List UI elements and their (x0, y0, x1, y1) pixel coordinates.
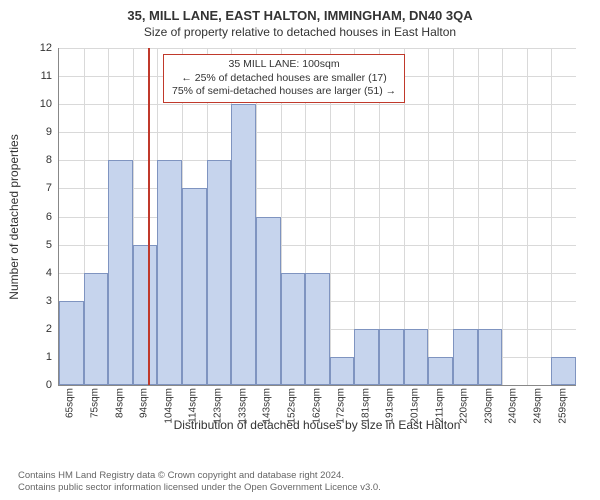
y-tick-label: 1 (22, 351, 52, 363)
y-tick-label: 3 (22, 295, 52, 307)
footer-line-2: Contains public sector information licen… (18, 482, 381, 494)
y-tick-label: 0 (22, 379, 52, 391)
y-tick-label: 2 (22, 323, 52, 335)
y-tick-label: 4 (22, 267, 52, 279)
y-tick-label: 11 (22, 70, 52, 82)
histogram-bar (157, 160, 182, 385)
histogram-bar (354, 329, 379, 385)
x-tick-label: 104sqm (163, 388, 174, 424)
histogram-bar (453, 329, 478, 385)
y-tick-label: 7 (22, 182, 52, 194)
histogram-bar (551, 357, 576, 385)
x-tick-label: 84sqm (114, 388, 125, 418)
histogram-chart: Number of detached properties 35 MILL LA… (58, 48, 576, 410)
annotation-line: 75% of semi-detached houses are larger (… (172, 85, 396, 99)
histogram-bar (84, 273, 109, 385)
page-subtitle: Size of property relative to detached ho… (0, 23, 600, 39)
x-tick-label: 220sqm (459, 388, 470, 424)
histogram-bar (478, 329, 503, 385)
y-axis-label: Number of detached properties (7, 134, 21, 299)
x-tick-label: 191sqm (385, 388, 396, 424)
x-tick-label: 94sqm (139, 388, 150, 418)
x-tick-label: 240sqm (508, 388, 519, 424)
y-tick-label: 8 (22, 154, 52, 166)
x-tick-label: 152sqm (286, 388, 297, 424)
gridline-vertical (527, 48, 528, 385)
y-tick-label: 12 (22, 42, 52, 54)
x-tick-label: 172sqm (336, 388, 347, 424)
gridline-horizontal (59, 188, 576, 189)
x-tick-label: 123sqm (213, 388, 224, 424)
reference-line (148, 48, 150, 385)
x-tick-label: 181sqm (360, 388, 371, 424)
x-tick-label: 114sqm (188, 388, 199, 423)
histogram-bar (428, 357, 453, 385)
histogram-bar (379, 329, 404, 385)
annotation-line: 35 MILL LANE: 100sqm (172, 58, 396, 72)
histogram-bar (182, 188, 207, 385)
histogram-bar (108, 160, 133, 385)
histogram-bar (59, 301, 84, 385)
footer-line-1: Contains HM Land Registry data © Crown c… (18, 470, 381, 482)
plot-region: 35 MILL LANE: 100sqm← 25% of detached ho… (58, 48, 576, 386)
histogram-bar (330, 357, 355, 385)
x-tick-label: 162sqm (311, 388, 322, 424)
y-tick-label: 9 (22, 126, 52, 138)
x-tick-label: 143sqm (262, 388, 273, 424)
x-tick-label: 259sqm (557, 388, 568, 424)
gridline-horizontal (59, 160, 576, 161)
gridline-horizontal (59, 132, 576, 133)
x-tick-label: 65sqm (65, 388, 76, 418)
histogram-bar (256, 217, 281, 386)
x-tick-label: 201sqm (409, 388, 420, 424)
gridline-horizontal (59, 217, 576, 218)
x-tick-label: 211sqm (434, 388, 445, 423)
gridline-vertical (428, 48, 429, 385)
y-tick-label: 10 (22, 98, 52, 110)
x-tick-label: 133sqm (237, 388, 248, 424)
histogram-bar (404, 329, 429, 385)
annotation-line: ← 25% of detached houses are smaller (17… (172, 72, 396, 86)
x-tick-label: 75sqm (89, 388, 100, 418)
y-tick-label: 5 (22, 239, 52, 251)
histogram-bar (133, 245, 158, 385)
x-tick-label: 230sqm (483, 388, 494, 424)
x-tick-label: 249sqm (533, 388, 544, 424)
page-title: 35, MILL LANE, EAST HALTON, IMMINGHAM, D… (0, 0, 600, 23)
y-tick-label: 6 (22, 211, 52, 223)
histogram-bar (305, 273, 330, 385)
gridline-vertical (502, 48, 503, 385)
gridline-horizontal (59, 48, 576, 49)
annotation-box: 35 MILL LANE: 100sqm← 25% of detached ho… (163, 54, 405, 103)
footer-attribution: Contains HM Land Registry data © Crown c… (18, 470, 381, 494)
histogram-bar (231, 104, 256, 385)
gridline-horizontal (59, 104, 576, 105)
gridline-vertical (551, 48, 552, 385)
histogram-bar (207, 160, 232, 385)
histogram-bar (281, 273, 306, 385)
